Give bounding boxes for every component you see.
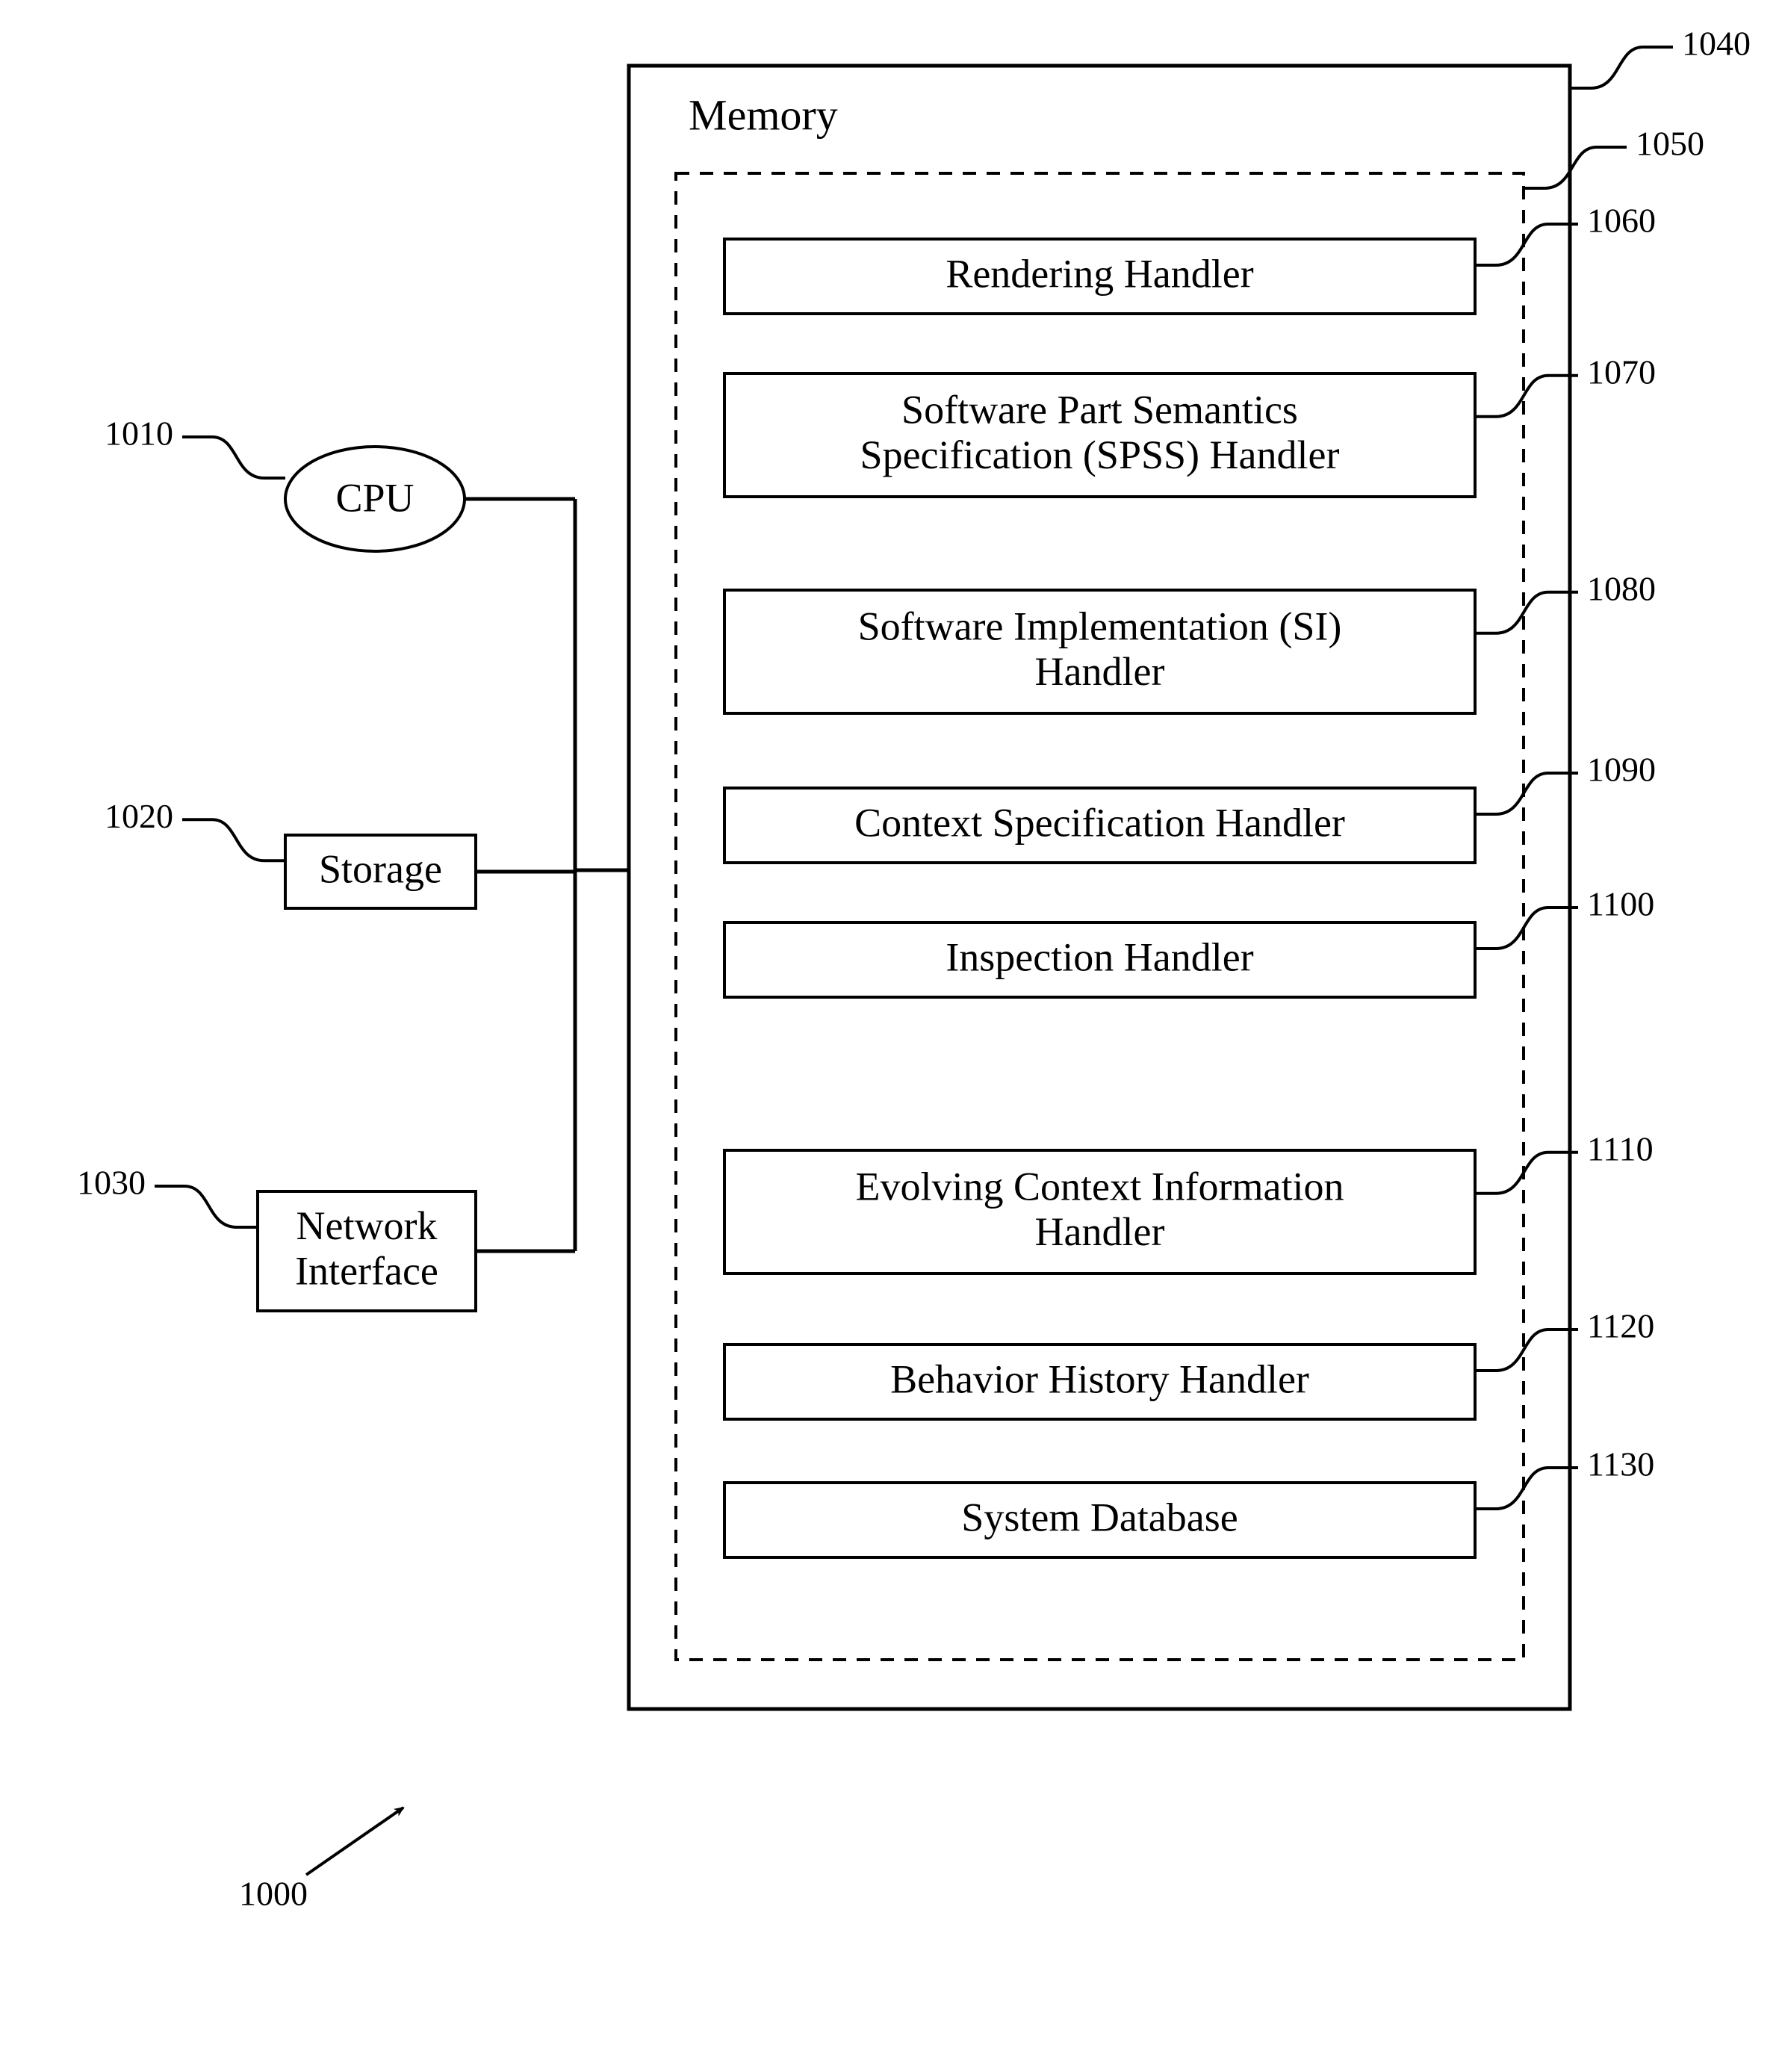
svg-text:Behavior History Handler: Behavior History Handler bbox=[890, 1356, 1309, 1401]
ref-module-2: 1080 bbox=[1475, 569, 1656, 633]
module-box: Behavior History Handler bbox=[724, 1344, 1475, 1419]
ref-module-1: 1070 bbox=[1475, 353, 1656, 416]
ref-module-7: 1130 bbox=[1475, 1445, 1654, 1509]
svg-text:Storage: Storage bbox=[319, 846, 442, 891]
svg-text:1060: 1060 bbox=[1587, 202, 1656, 240]
svg-text:Specification (SPSS) Handler: Specification (SPSS) Handler bbox=[860, 432, 1340, 477]
svg-text:1040: 1040 bbox=[1682, 25, 1751, 63]
svg-text:CPU: CPU bbox=[335, 475, 414, 520]
ref-storage: 1020 bbox=[105, 797, 285, 860]
svg-text:Evolving Context Information: Evolving Context Information bbox=[856, 1164, 1344, 1209]
ref-cpu: 1010 bbox=[105, 415, 285, 478]
svg-text:Handler: Handler bbox=[1035, 1209, 1165, 1254]
svg-text:Software Implementation (SI): Software Implementation (SI) bbox=[858, 604, 1342, 649]
ref-module-0: 1060 bbox=[1475, 202, 1656, 265]
module-box: Rendering Handler bbox=[724, 239, 1475, 314]
svg-text:1080: 1080 bbox=[1587, 569, 1656, 607]
svg-text:Rendering Handler: Rendering Handler bbox=[946, 251, 1253, 296]
module-box: Evolving Context InformationHandler bbox=[724, 1150, 1475, 1274]
figure-ref-arrow bbox=[306, 1808, 403, 1875]
module-box: Inspection Handler bbox=[724, 922, 1475, 997]
ref-module-4: 1100 bbox=[1475, 885, 1654, 949]
svg-text:1010: 1010 bbox=[105, 415, 173, 453]
svg-text:System Database: System Database bbox=[961, 1495, 1238, 1539]
ref-memory-inner: 1050 bbox=[1524, 125, 1704, 188]
svg-text:1130: 1130 bbox=[1587, 1445, 1654, 1483]
svg-text:1020: 1020 bbox=[105, 797, 173, 835]
ref-memory: 1040 bbox=[1570, 25, 1751, 88]
ref-module-5: 1110 bbox=[1475, 1129, 1654, 1193]
svg-text:1030: 1030 bbox=[77, 1164, 146, 1202]
ref-netif: 1030 bbox=[77, 1164, 258, 1227]
svg-text:1120: 1120 bbox=[1587, 1307, 1654, 1345]
ref-module-3: 1090 bbox=[1475, 751, 1656, 814]
svg-text:Interface: Interface bbox=[295, 1249, 438, 1294]
svg-text:Handler: Handler bbox=[1035, 649, 1165, 694]
svg-text:1110: 1110 bbox=[1587, 1129, 1654, 1167]
svg-text:1090: 1090 bbox=[1587, 751, 1656, 789]
svg-text:Memory: Memory bbox=[689, 90, 838, 139]
ref-module-6: 1120 bbox=[1475, 1307, 1654, 1371]
svg-text:Inspection Handler: Inspection Handler bbox=[946, 934, 1253, 979]
svg-text:1070: 1070 bbox=[1587, 353, 1656, 391]
module-box: Context Specification Handler bbox=[724, 788, 1475, 863]
svg-text:1000: 1000 bbox=[239, 1875, 308, 1913]
svg-text:1100: 1100 bbox=[1587, 885, 1654, 923]
module-box: Software Implementation (SI)Handler bbox=[724, 590, 1475, 713]
svg-text:Network: Network bbox=[296, 1203, 438, 1248]
module-box: System Database bbox=[724, 1483, 1475, 1557]
svg-text:Software Part Semantics: Software Part Semantics bbox=[901, 388, 1298, 432]
module-box: Software Part SemanticsSpecification (SP… bbox=[724, 373, 1475, 497]
svg-text:Context Specification Handler: Context Specification Handler bbox=[854, 800, 1345, 845]
architecture-diagram: Memory 1040 1050 Rendering Handler 1060 Softw… bbox=[0, 0, 1779, 2072]
svg-text:1050: 1050 bbox=[1636, 125, 1704, 163]
